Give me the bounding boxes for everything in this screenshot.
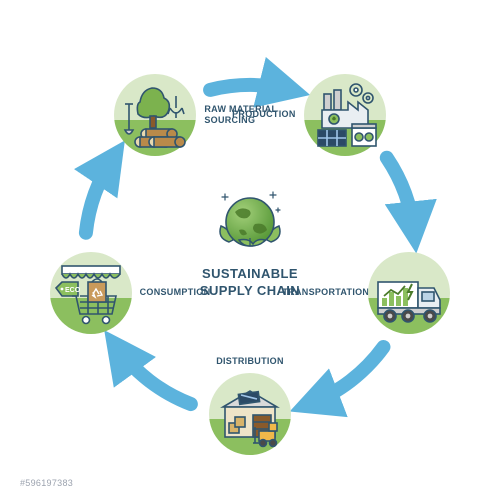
globe-icon bbox=[215, 188, 285, 258]
watermark-text: #596197383 bbox=[20, 478, 73, 488]
cycle-arrow bbox=[86, 158, 113, 233]
node-production: PRODUCTION bbox=[218, 74, 388, 156]
cycle-arrow bbox=[387, 158, 414, 233]
node-label: DISTRIBUTION bbox=[205, 356, 295, 367]
node-transportation: TRANSPORTATION bbox=[282, 252, 452, 334]
warehouse-icon bbox=[209, 373, 291, 455]
tree-logs-icon bbox=[114, 74, 196, 156]
truck-icon bbox=[368, 252, 450, 334]
node-label: CONSUMPTION bbox=[140, 287, 218, 298]
node-label: PRODUCTION bbox=[218, 109, 296, 120]
node-consumption: ECO CONSUMPTION bbox=[50, 252, 220, 334]
cart-icon: ECO bbox=[50, 252, 132, 334]
factory-icon bbox=[304, 74, 386, 156]
diagram-canvas: SUSTAINABLE SUPPLY CHAIN #596197383 bbox=[0, 0, 500, 500]
svg-text:ECO: ECO bbox=[65, 287, 81, 294]
cycle-arrow bbox=[117, 347, 191, 404]
node-label: TRANSPORTATION bbox=[282, 287, 360, 298]
node-distribution: DISTRIBUTION bbox=[205, 356, 295, 455]
cycle-arrow bbox=[309, 347, 383, 404]
